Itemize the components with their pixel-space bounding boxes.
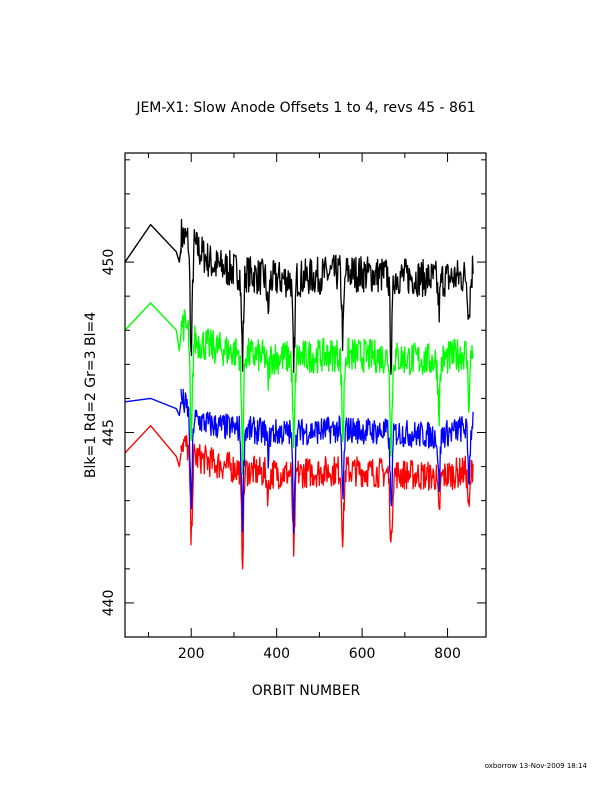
x-tick-label: 200 (178, 646, 205, 662)
y-tick-label: 450 (101, 249, 117, 276)
series-4-early-line (124, 397, 182, 417)
x-axis-label: ORBIT NUMBER (252, 683, 361, 699)
series-4-line (180, 388, 474, 534)
series-1-early-line (124, 223, 182, 263)
tick-layer: 200 400 600 800 440 445 450 (101, 153, 486, 662)
y-axis-label: Blk=1 Rd=2 Gr=3 Bl=4 (83, 312, 99, 478)
x-tick-label: 800 (434, 646, 461, 662)
y-tick-label: 445 (101, 419, 117, 446)
series-3-line (180, 309, 474, 476)
series-3-early-line (124, 302, 182, 352)
y-tick-label: 440 (101, 590, 117, 617)
x-tick-label: 600 (349, 646, 376, 662)
series-2-line (180, 434, 474, 570)
plot-frame (124, 152, 487, 638)
series-1-line (180, 218, 474, 375)
series-2-early-line (124, 425, 182, 468)
series-layer (124, 218, 474, 570)
chart-title: JEM-X1: Slow Anode Offsets 1 to 4, revs … (135, 100, 475, 116)
x-tick-label: 400 (263, 646, 290, 662)
credit-stamp: oxborrow 13-Nov-2009 18:14 (485, 762, 588, 770)
